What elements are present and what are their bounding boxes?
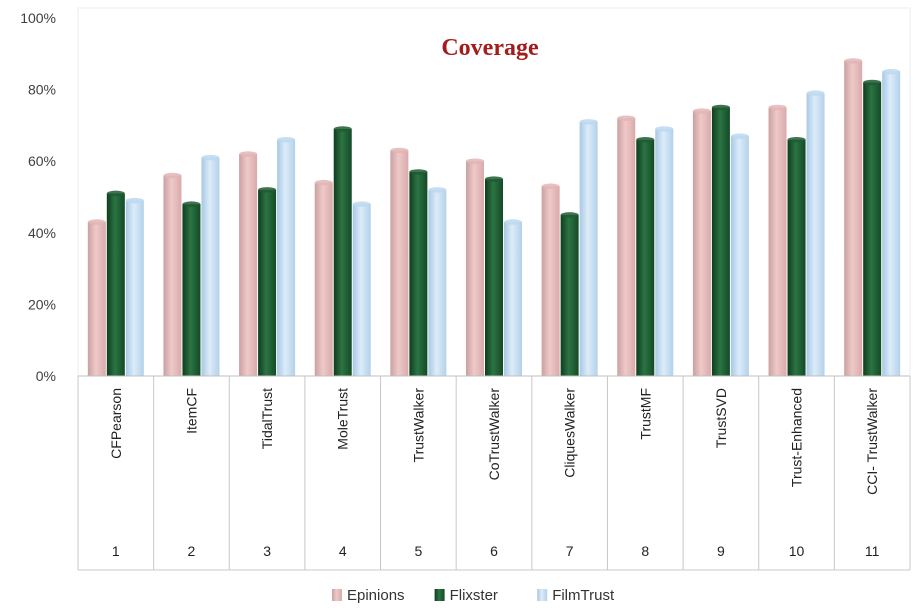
bar (655, 126, 674, 376)
category-number: 5 (414, 543, 422, 559)
category-label: TrustWalker (410, 388, 426, 463)
category-label: CCI- TrustWalker (864, 388, 880, 495)
bar (390, 147, 409, 376)
legend-label: FilmTrust (552, 587, 615, 604)
category-number: 7 (566, 543, 574, 559)
legend-label: Epinions (347, 587, 405, 604)
y-tick-label: 20% (28, 296, 56, 312)
category-label: MoleTrust (335, 388, 351, 450)
category-label: CliquesWalker (562, 388, 578, 478)
bar (87, 219, 106, 376)
bar (466, 158, 484, 376)
bar (409, 169, 428, 376)
category-number: 9 (717, 543, 725, 559)
y-tick-label: 40% (28, 225, 56, 241)
y-axis: 0% 20% 40% 60% 80% 100% (20, 10, 56, 384)
y-tick-label: 80% (28, 82, 56, 98)
legend-swatch (537, 589, 548, 601)
bar (882, 68, 901, 376)
bar (787, 136, 806, 376)
legend-item: Epinions (332, 587, 405, 604)
category-label: TidalTrust (259, 388, 275, 449)
legend-item: Flixster (434, 587, 498, 604)
bar (106, 190, 125, 376)
category-number: 2 (188, 543, 196, 559)
bar (239, 151, 258, 376)
chart-title: Coverage (441, 35, 539, 61)
bar (182, 201, 201, 376)
bar (428, 187, 447, 376)
category-number: 10 (789, 543, 805, 559)
bar (692, 108, 711, 376)
bar (277, 136, 296, 376)
bar (768, 104, 787, 376)
bar (333, 126, 352, 376)
bar (617, 115, 636, 377)
bar (125, 197, 144, 376)
bar (730, 133, 749, 376)
y-tick-label: 60% (28, 153, 56, 169)
bar (541, 183, 560, 376)
category-number: 8 (641, 543, 649, 559)
legend: Epinions Flixster FilmTrust (332, 587, 615, 604)
bar (579, 119, 598, 376)
category-label: Trust-Enhanced (789, 388, 805, 487)
y-tick-label: 0% (36, 368, 56, 384)
category-label: TrustMF (637, 388, 653, 440)
legend-item: FilmTrust (537, 587, 615, 604)
bar (258, 187, 277, 376)
bar (201, 154, 220, 376)
bar (863, 79, 882, 376)
legend-label: Flixster (450, 587, 498, 604)
bar (485, 176, 503, 376)
bar (560, 212, 579, 376)
category-number: 6 (490, 543, 498, 559)
bar (711, 104, 730, 376)
legend-swatch (434, 589, 445, 601)
bar (504, 219, 522, 376)
bars (87, 58, 901, 377)
bar (636, 136, 655, 376)
category-number: 3 (263, 543, 271, 559)
category-label: CFPearson (108, 388, 124, 459)
category-number: 4 (339, 543, 347, 559)
bar (844, 58, 863, 377)
category-number: 1 (112, 543, 120, 559)
category-number: 11 (865, 543, 880, 559)
y-tick-label: 100% (20, 10, 56, 26)
bar (314, 179, 333, 376)
category-label: CoTrustWalker (486, 388, 502, 481)
bar (806, 90, 825, 377)
legend-swatch (332, 589, 342, 601)
category-label: TrustSVD (713, 388, 729, 448)
bar (352, 201, 371, 376)
category-label: ItemCF (183, 388, 199, 434)
bar (163, 172, 182, 376)
x-axis-table: CFPearson 1 ItemCF 2 TidalTrust 3 MoleTrust 4 Tr… (77, 375, 911, 571)
